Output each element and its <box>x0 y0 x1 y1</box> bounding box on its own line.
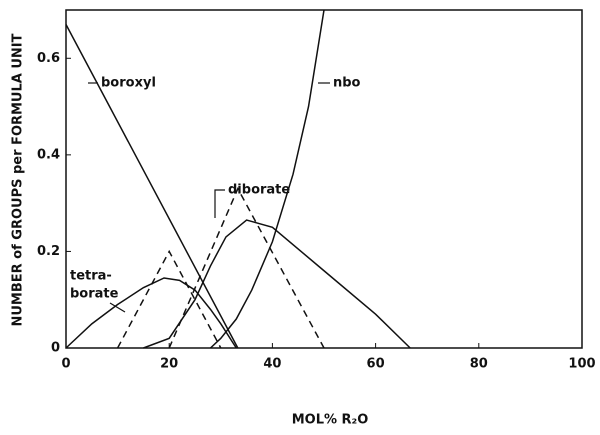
y-tick-label: 0 <box>51 341 60 356</box>
y-tick-label: 0.4 <box>37 147 60 162</box>
x-tick-label: 100 <box>568 357 595 372</box>
y-tick-label: 0.6 <box>37 51 60 66</box>
leader <box>109 302 126 313</box>
x-tick-label: 40 <box>263 357 281 372</box>
series-line <box>65 24 239 349</box>
annotation: diborate <box>228 183 290 198</box>
series-line <box>143 219 411 349</box>
annotation: borate <box>70 287 119 302</box>
annotation: boroxyl <box>101 76 156 91</box>
plot-frame <box>65 9 583 349</box>
leader <box>214 189 225 218</box>
annotation: tetra- <box>70 269 112 284</box>
y-axis-label: NUMBER of GROUPS per FORMULA UNIT <box>11 33 26 326</box>
x-tick-label: 0 <box>61 357 70 372</box>
series-line <box>168 186 325 349</box>
y-tick-label: 0.2 <box>37 244 60 259</box>
x-tick-label: 20 <box>160 357 178 372</box>
x-tick-label: 80 <box>470 357 488 372</box>
x-tick-label: 60 <box>367 357 385 372</box>
series-line <box>116 249 222 349</box>
leaders <box>88 82 330 313</box>
x-axis-label: MOL% R₂O <box>292 413 369 428</box>
series-line <box>209 9 325 349</box>
series-line <box>65 277 237 349</box>
annotation: nbo <box>333 76 361 91</box>
